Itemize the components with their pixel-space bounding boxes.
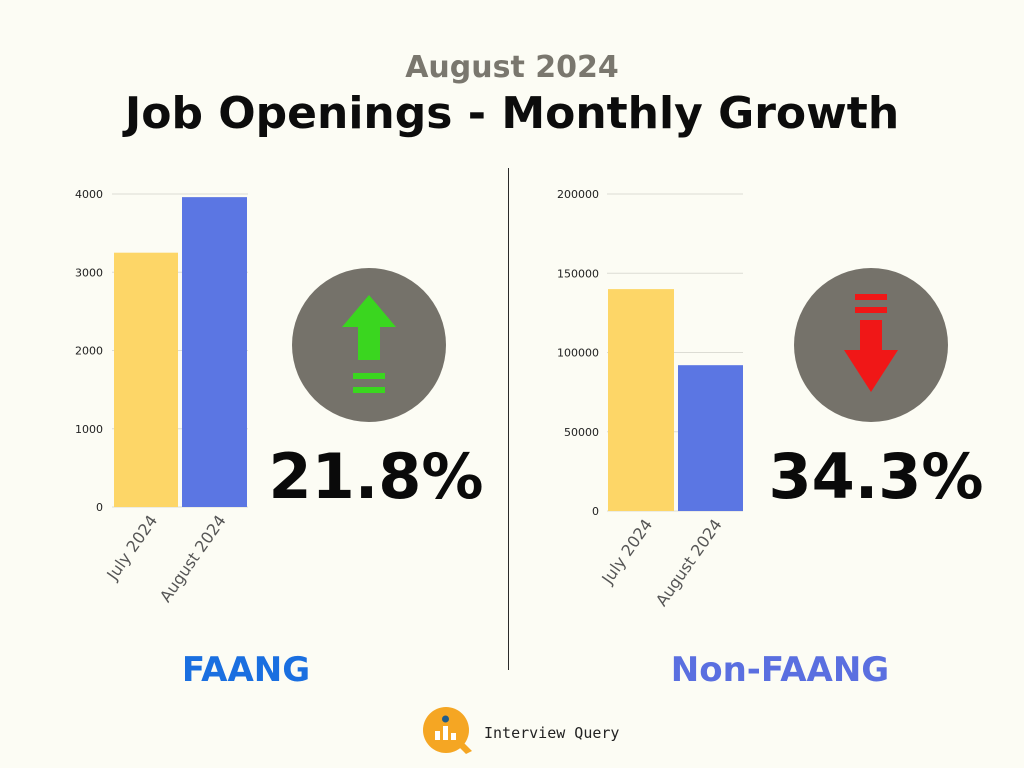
down-arrow-icon bbox=[844, 294, 898, 392]
interview-query-logo-icon bbox=[423, 707, 472, 754]
panel-label-faang: FAANG bbox=[181, 650, 311, 690]
y-tick-label: 3000 bbox=[75, 266, 103, 279]
y-tick-label: 100000 bbox=[557, 347, 599, 360]
growth-indicator-non-faang bbox=[794, 268, 948, 422]
x-category-label: August 2024 bbox=[156, 511, 230, 605]
bar-july-2024 bbox=[114, 252, 178, 507]
brand-logo: Interview Query bbox=[422, 706, 622, 756]
bar-august-2024 bbox=[182, 197, 247, 507]
growth-indicator-faang bbox=[292, 268, 446, 422]
panel-label-non-faang: Non-FAANG bbox=[670, 650, 890, 690]
y-tick-label: 1000 bbox=[75, 423, 103, 436]
y-tick-label: 50000 bbox=[564, 426, 599, 439]
y-tick-label: 2000 bbox=[75, 345, 103, 358]
percent-change-non-faang: 34.3% bbox=[768, 440, 984, 513]
up-arrow-icon bbox=[342, 295, 396, 393]
brand-name: Interview Query bbox=[484, 724, 620, 742]
y-tick-label: 150000 bbox=[557, 267, 599, 280]
x-category-label: August 2024 bbox=[652, 515, 726, 609]
bar-august-2024 bbox=[678, 365, 743, 511]
y-tick-label: 200000 bbox=[557, 188, 599, 201]
x-category-label: July 2024 bbox=[102, 511, 161, 584]
panel-divider bbox=[508, 168, 509, 670]
percent-change-faang: 21.8% bbox=[268, 440, 484, 513]
bar-july-2024 bbox=[608, 289, 674, 511]
y-tick-label: 0 bbox=[592, 505, 599, 518]
y-tick-label: 0 bbox=[96, 501, 103, 514]
y-tick-label: 4000 bbox=[75, 188, 103, 201]
page-title: Job Openings - Monthly Growth bbox=[124, 88, 900, 139]
subtitle: August 2024 bbox=[405, 50, 619, 85]
x-category-label: July 2024 bbox=[597, 515, 656, 588]
